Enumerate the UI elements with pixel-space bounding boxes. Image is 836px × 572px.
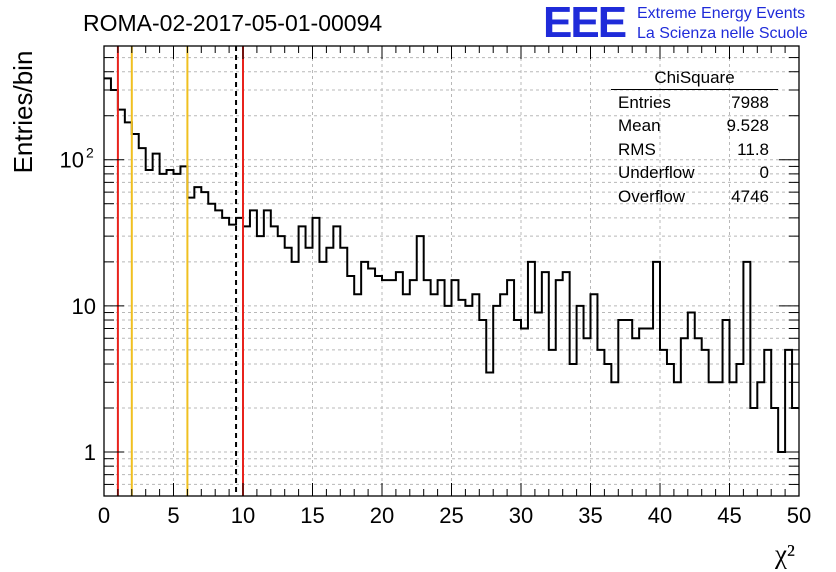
x-tick-label: 35 — [578, 503, 602, 528]
stats-row-mean: Mean 9.528 — [611, 114, 778, 137]
x-tick-label: 0 — [98, 503, 110, 528]
x-tick-label: 5 — [167, 503, 179, 528]
x-tick-label: 50 — [787, 503, 811, 528]
stats-row-overflow: Overflow 4746 — [611, 185, 778, 208]
stats-box: ChiSquare Entries 7988 Mean 9.528 RMS 11… — [611, 68, 778, 208]
x-tick-label: 30 — [509, 503, 533, 528]
x-axis-label: χ² — [774, 539, 795, 569]
y-axis-label: Entries/bin — [8, 51, 38, 174]
y-tick-label: 1 — [84, 440, 96, 465]
marker-lines-layer — [116, 46, 244, 496]
histogram-step-line — [104, 77, 799, 454]
stats-value: 7988 — [731, 93, 769, 112]
stats-label: Entries — [618, 93, 671, 112]
x-tick-label: 20 — [370, 503, 394, 528]
run-title: ROMA-02-2017-05-01-00094 — [83, 10, 383, 36]
stats-row-underflow: Underflow 0 — [611, 161, 778, 184]
stats-value: 9.528 — [726, 116, 769, 136]
stats-title: ChiSquare — [611, 68, 778, 90]
grid-layer — [104, 45, 799, 497]
y-tick-label: 10 — [72, 294, 96, 319]
stats-label: RMS — [618, 139, 656, 159]
brand-tagline-2: La Scienza nelle Scuole — [637, 25, 808, 42]
x-tick-label: 25 — [439, 503, 463, 528]
x-tick-label: 15 — [300, 503, 324, 528]
x-tick-label: 40 — [648, 503, 672, 528]
stats-row-rms: RMS 11.8 — [611, 138, 778, 161]
histogram-layer — [104, 77, 799, 454]
stats-value: 4746 — [731, 186, 769, 206]
tick-layer — [103, 45, 800, 497]
x-tick-label: 10 — [231, 503, 255, 528]
stats-value: 11.8 — [737, 139, 769, 159]
eee-logo: EEE — [543, 0, 627, 47]
x-tick-label: 45 — [717, 503, 741, 528]
stats-value: 0 — [759, 163, 769, 183]
stats-row-entries: Entries 7988 — [611, 91, 778, 114]
stats-label: Overflow — [618, 186, 686, 206]
stats-label: Mean — [618, 116, 661, 136]
stats-label: Underflow — [618, 163, 695, 183]
y-tick-label: 10 — [60, 148, 84, 173]
brand-tagline-1: Extreme Energy Events — [637, 5, 806, 22]
y-tick-label-exponent: 2 — [86, 145, 94, 161]
